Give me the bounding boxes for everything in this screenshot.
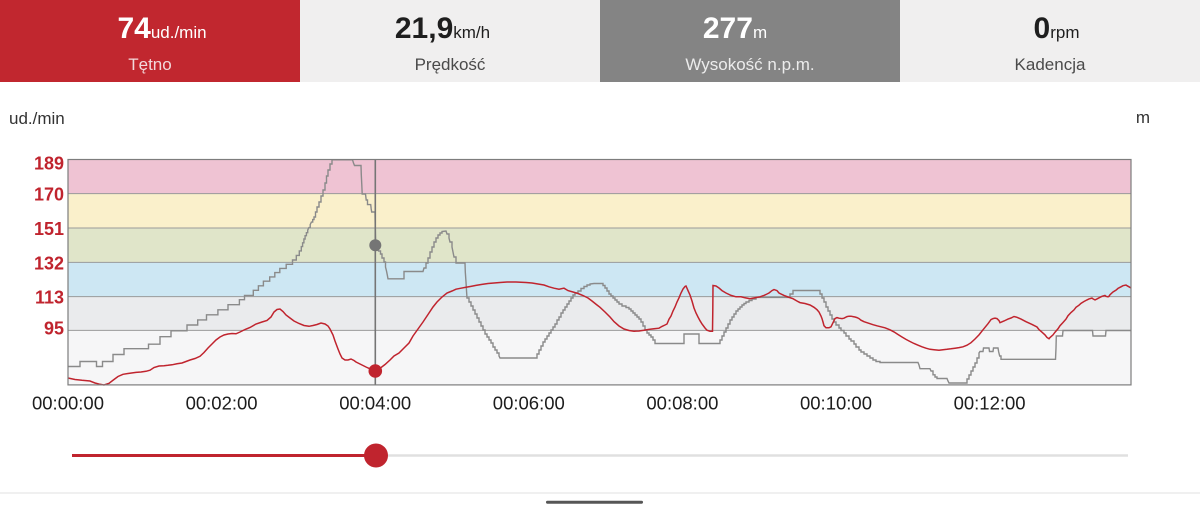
svg-text:00:08:00: 00:08:00 bbox=[646, 393, 718, 414]
svg-text:00:10:00: 00:10:00 bbox=[800, 393, 872, 414]
svg-text:170: 170 bbox=[34, 185, 64, 205]
svg-text:00:04:00: 00:04:00 bbox=[339, 393, 411, 414]
svg-text:m: m bbox=[1136, 108, 1150, 127]
svg-text:00:06:00: 00:06:00 bbox=[493, 393, 565, 414]
svg-text:00:12:00: 00:12:00 bbox=[954, 393, 1026, 414]
svg-text:00:02:00: 00:02:00 bbox=[186, 393, 258, 414]
svg-text:ud./min: ud./min bbox=[9, 109, 65, 128]
svg-text:132: 132 bbox=[34, 253, 64, 273]
svg-text:151: 151 bbox=[34, 219, 64, 239]
svg-text:189: 189 bbox=[34, 154, 64, 174]
svg-text:00:00:00: 00:00:00 bbox=[32, 393, 104, 414]
svg-text:95: 95 bbox=[44, 318, 64, 338]
svg-text:113: 113 bbox=[35, 288, 64, 308]
